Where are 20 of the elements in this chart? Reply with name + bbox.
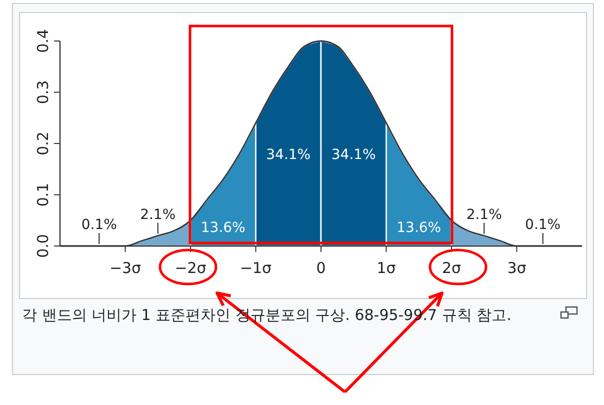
annotation: 13.6% — [396, 220, 442, 236]
x-tick-label: 1σ — [376, 259, 396, 277]
x-tick-label: 0 — [316, 259, 326, 277]
x-tick-label: −2σ — [174, 259, 207, 277]
y-tick-label: 0.2 — [34, 132, 52, 156]
annotation: 2.1% — [140, 206, 176, 223]
y-tick-label: 0.0 — [34, 234, 52, 258]
annotation: 13.6% — [200, 220, 246, 236]
annotation: 2.1% — [466, 206, 502, 223]
x-tick-label: 3σ — [507, 259, 527, 277]
x-tick-label: −3σ — [109, 259, 142, 277]
annotation: 0.1% — [525, 217, 561, 233]
x-tick-label: 2σ — [442, 259, 462, 277]
annotation: 34.1% — [331, 146, 376, 163]
y-tick-label: 0.1 — [34, 182, 52, 207]
annotation: 0.1% — [81, 217, 117, 233]
y-tick-label: 0.4 — [34, 29, 52, 53]
x-tick-label: −1σ — [240, 259, 272, 277]
annotation: 34.1% — [266, 146, 311, 163]
y-tick-label: 0.3 — [34, 80, 52, 104]
